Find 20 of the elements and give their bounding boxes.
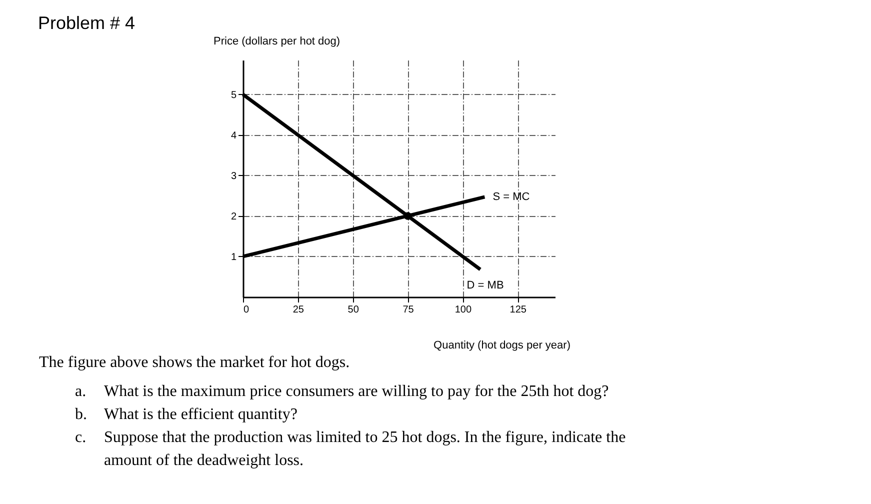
text: b. What is the efficient quantity? — [75, 406, 298, 423]
y-tick-label: 4 — [230, 130, 237, 142]
x-tick-label: 0 — [244, 304, 250, 316]
y-tick-label: 5 — [230, 90, 237, 101]
text: Problem # 4 — [38, 13, 136, 33]
x-tick-label: 75 — [402, 304, 414, 316]
y-tick-label: 3 — [230, 170, 237, 182]
x-axis-title: Quantity (hot dogs per year) — [434, 340, 570, 352]
x-tick-label: 125 — [510, 304, 527, 316]
y-tick-label: 2 — [230, 211, 237, 222]
x-tick-label: 100 — [454, 304, 472, 316]
x-tick-label: 25 — [292, 304, 304, 316]
series-label: D = MB — [466, 279, 504, 292]
y-axis-title: Price (dollars per hot dog) — [214, 36, 340, 48]
y-tick-label: 1 — [230, 252, 237, 263]
x-tick-label: 50 — [348, 304, 360, 316]
text: The figure above shows the market for hot dogs. — [39, 354, 350, 371]
text: a. What is the maximum price consumers are willing to pay for the 25th hot dog? — [75, 383, 609, 400]
series-label: S = MC — [492, 190, 530, 203]
text: c. Suppose that the production was limited to 25 hot dogs. In the figure, indicate the amount of the deadweight loss. — [75, 429, 626, 469]
